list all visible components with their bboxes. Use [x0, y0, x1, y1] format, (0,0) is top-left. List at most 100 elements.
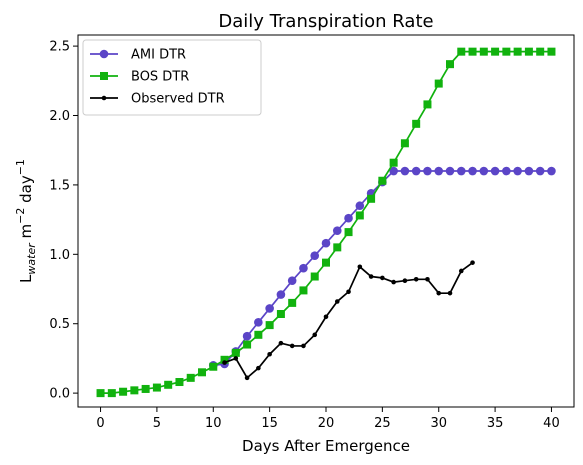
ami-dtr-point	[490, 166, 500, 176]
ami-dtr-point	[547, 166, 556, 176]
observed-dtr-point	[301, 343, 306, 349]
ami-dtr-point	[479, 166, 489, 176]
bos-dtr-point	[220, 355, 229, 364]
observed-dtr-point	[357, 264, 363, 270]
legend-label: BOS DTR	[131, 70, 189, 85]
legend-swatch-marker	[101, 95, 107, 101]
observed-dtr-point	[222, 360, 227, 365]
bos-dtr-point	[322, 258, 330, 267]
y-tick-label: 0.0	[49, 387, 70, 402]
bos-dtr-point	[513, 47, 522, 56]
chart-title: Daily Transpiration Rate	[218, 11, 433, 32]
observed-dtr-point	[458, 268, 464, 274]
observed-dtr-point	[312, 332, 318, 338]
legend: AMI DTR BOS DTR Observed DTR	[82, 39, 262, 116]
series-observed-dtr	[222, 260, 475, 381]
legend-swatch-marker	[99, 49, 109, 59]
bos-dtr-point	[547, 47, 556, 56]
y-tick-label: 1.0	[49, 248, 70, 263]
plot-area	[96, 47, 556, 398]
legend-swatch-marker	[100, 72, 108, 80]
ami-dtr-point	[299, 263, 308, 273]
observed-dtr-point	[425, 276, 430, 282]
ami-dtr-point	[411, 166, 421, 176]
y-tick-label: 2.0	[49, 109, 70, 124]
ami-dtr-point	[344, 213, 353, 223]
ami-dtr-point	[242, 331, 252, 341]
bos-dtr-point	[536, 47, 545, 56]
bos-dtr-point	[355, 211, 364, 220]
bos-dtr-point	[502, 47, 511, 56]
bos-dtr-point	[524, 47, 533, 56]
observed-dtr-point	[436, 290, 442, 296]
bos-dtr-point	[198, 368, 206, 377]
bos-dtr-point	[119, 387, 128, 396]
ami-dtr-point	[400, 166, 410, 176]
observed-dtr-point	[289, 343, 295, 349]
ami-dtr-line	[213, 170, 552, 367]
ami-dtr-point	[389, 166, 398, 176]
legend-label: Observed DTR	[131, 92, 225, 107]
bos-dtr-point	[231, 348, 240, 357]
x-tick-label: 20	[318, 416, 335, 431]
bos-dtr-point	[243, 340, 252, 349]
bos-dtr-point	[107, 389, 116, 398]
observed-dtr-point	[267, 351, 272, 357]
ami-dtr-point	[310, 251, 320, 261]
bos-dtr-point	[299, 286, 308, 295]
bos-dtr-point	[400, 139, 409, 148]
observed-dtr-point	[323, 314, 329, 320]
x-axis-label: Days After Emergence	[242, 437, 410, 455]
x-tick-label: 10	[205, 416, 222, 431]
x-tick-label: 15	[261, 416, 278, 431]
series-bos-dtr	[96, 47, 556, 398]
ami-dtr-point	[287, 276, 297, 285]
bos-dtr-point	[254, 330, 263, 339]
bos-dtr-point	[186, 373, 195, 382]
ami-dtr-point	[445, 166, 455, 176]
bos-dtr-point	[175, 378, 184, 387]
legend-item-ami-dtr: AMI DTR	[90, 48, 186, 63]
ami-dtr-point	[332, 226, 342, 236]
y-axis-ticks: 0.0 0.5 1.0 1.5 2.0 2.5	[49, 40, 78, 402]
ami-dtr-point	[321, 238, 331, 248]
legend-item-observed-dtr: Observed DTR	[90, 92, 225, 107]
observed-dtr-point	[334, 299, 340, 304]
bos-dtr-point	[141, 384, 150, 393]
ami-dtr-point	[513, 166, 522, 176]
y-axis-label: Lwater m−2 day−1	[14, 159, 38, 283]
observed-dtr-point	[470, 260, 475, 265]
bos-dtr-point	[276, 310, 285, 318]
x-tick-label: 30	[430, 416, 447, 431]
bos-dtr-point	[310, 272, 319, 281]
ami-dtr-point	[276, 290, 286, 299]
observed-dtr-point	[402, 278, 408, 283]
ami-dtr-point	[434, 166, 444, 176]
ami-dtr-point	[524, 166, 534, 176]
bos-dtr-point	[479, 47, 488, 56]
ami-dtr-point	[468, 166, 477, 176]
y-tick-label: 1.5	[49, 178, 70, 193]
ami-dtr-point	[423, 166, 432, 176]
bos-dtr-point	[96, 389, 105, 398]
observed-dtr-point	[413, 276, 419, 282]
observed-dtr-point	[256, 365, 261, 371]
y-tick-label: 0.5	[49, 317, 70, 332]
bos-dtr-point	[457, 47, 466, 56]
bos-dtr-point	[209, 362, 218, 371]
legend-label: AMI DTR	[131, 48, 186, 63]
bos-dtr-point	[423, 100, 432, 109]
observed-dtr-point	[368, 274, 374, 279]
bos-dtr-point	[434, 79, 443, 88]
observed-dtr-point	[278, 340, 284, 346]
y-tick-label: 2.5	[49, 40, 70, 55]
observed-dtr-point	[233, 356, 239, 361]
bos-dtr-point	[333, 243, 342, 252]
ami-dtr-point	[535, 166, 545, 176]
x-tick-label: 25	[374, 416, 391, 431]
series-ami-dtr	[208, 166, 556, 370]
x-axis-ticks: 0 5 10 15 20 25 30 35 40	[96, 407, 560, 431]
ami-dtr-point	[254, 318, 263, 327]
observed-dtr-point	[447, 290, 453, 296]
